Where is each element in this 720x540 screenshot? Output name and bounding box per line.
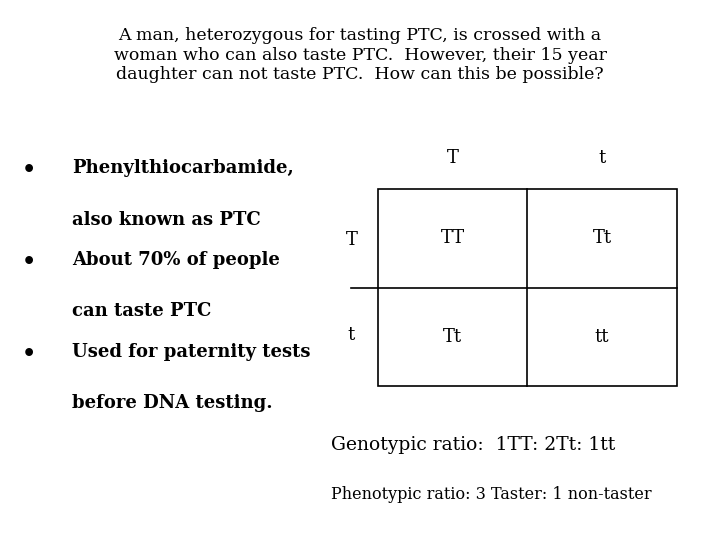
Text: t: t	[598, 150, 606, 167]
Text: Phenotypic ratio: 3 Taster: 1 non-taster: Phenotypic ratio: 3 Taster: 1 non-taster	[331, 485, 652, 503]
Text: TT: TT	[441, 230, 465, 247]
Text: Used for paternity tests: Used for paternity tests	[72, 343, 310, 361]
Text: Tt: Tt	[443, 328, 462, 346]
Text: A man, heterozygous for tasting PTC, is crossed with a
woman who can also taste : A man, heterozygous for tasting PTC, is …	[114, 27, 606, 83]
Text: Phenylthiocarbamide,: Phenylthiocarbamide,	[72, 159, 294, 177]
Text: also known as PTC: also known as PTC	[72, 211, 261, 228]
Text: can taste PTC: can taste PTC	[72, 302, 212, 320]
Text: •: •	[22, 343, 36, 365]
Text: T: T	[346, 231, 357, 249]
Text: Tt: Tt	[593, 230, 612, 247]
Text: •: •	[22, 159, 36, 181]
Text: before DNA testing.: before DNA testing.	[72, 394, 273, 412]
Text: t: t	[348, 326, 355, 344]
Text: tt: tt	[595, 328, 609, 346]
Text: •: •	[22, 251, 36, 273]
Text: T: T	[447, 150, 459, 167]
Text: About 70% of people: About 70% of people	[72, 251, 280, 269]
Text: Genotypic ratio:  1TT: 2Tt: 1tt: Genotypic ratio: 1TT: 2Tt: 1tt	[331, 436, 616, 455]
